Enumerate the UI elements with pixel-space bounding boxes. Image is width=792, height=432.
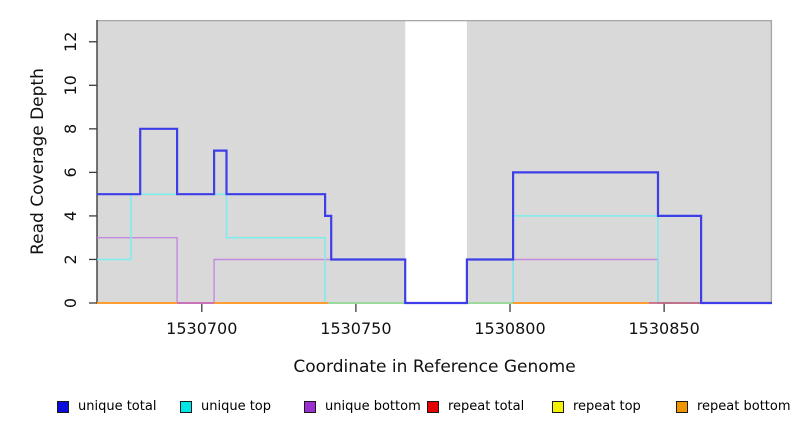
y-tick-label: 12 <box>61 32 80 52</box>
y-tick-label: 8 <box>61 124 80 134</box>
y-tick-label: 4 <box>61 211 80 221</box>
y-tick-label: 10 <box>61 75 80 95</box>
x-tick-label: 1530850 <box>628 319 699 338</box>
y-tick-label: 6 <box>61 167 80 177</box>
x-axis-title: Coordinate in Reference Genome <box>293 357 575 377</box>
zero-coverage-gap <box>405 21 467 303</box>
series-line-unique-total <box>97 127 772 305</box>
y-tick-label: 2 <box>61 254 80 264</box>
x-tick-label: 1530750 <box>320 319 391 338</box>
y-axis-title: Read Coverage Depth <box>28 68 48 255</box>
series-line-unique-top <box>97 193 772 304</box>
x-tick-label: 1530800 <box>474 319 545 338</box>
x-tick-label: 1530700 <box>166 319 237 338</box>
y-tick-label: 0 <box>61 298 80 308</box>
